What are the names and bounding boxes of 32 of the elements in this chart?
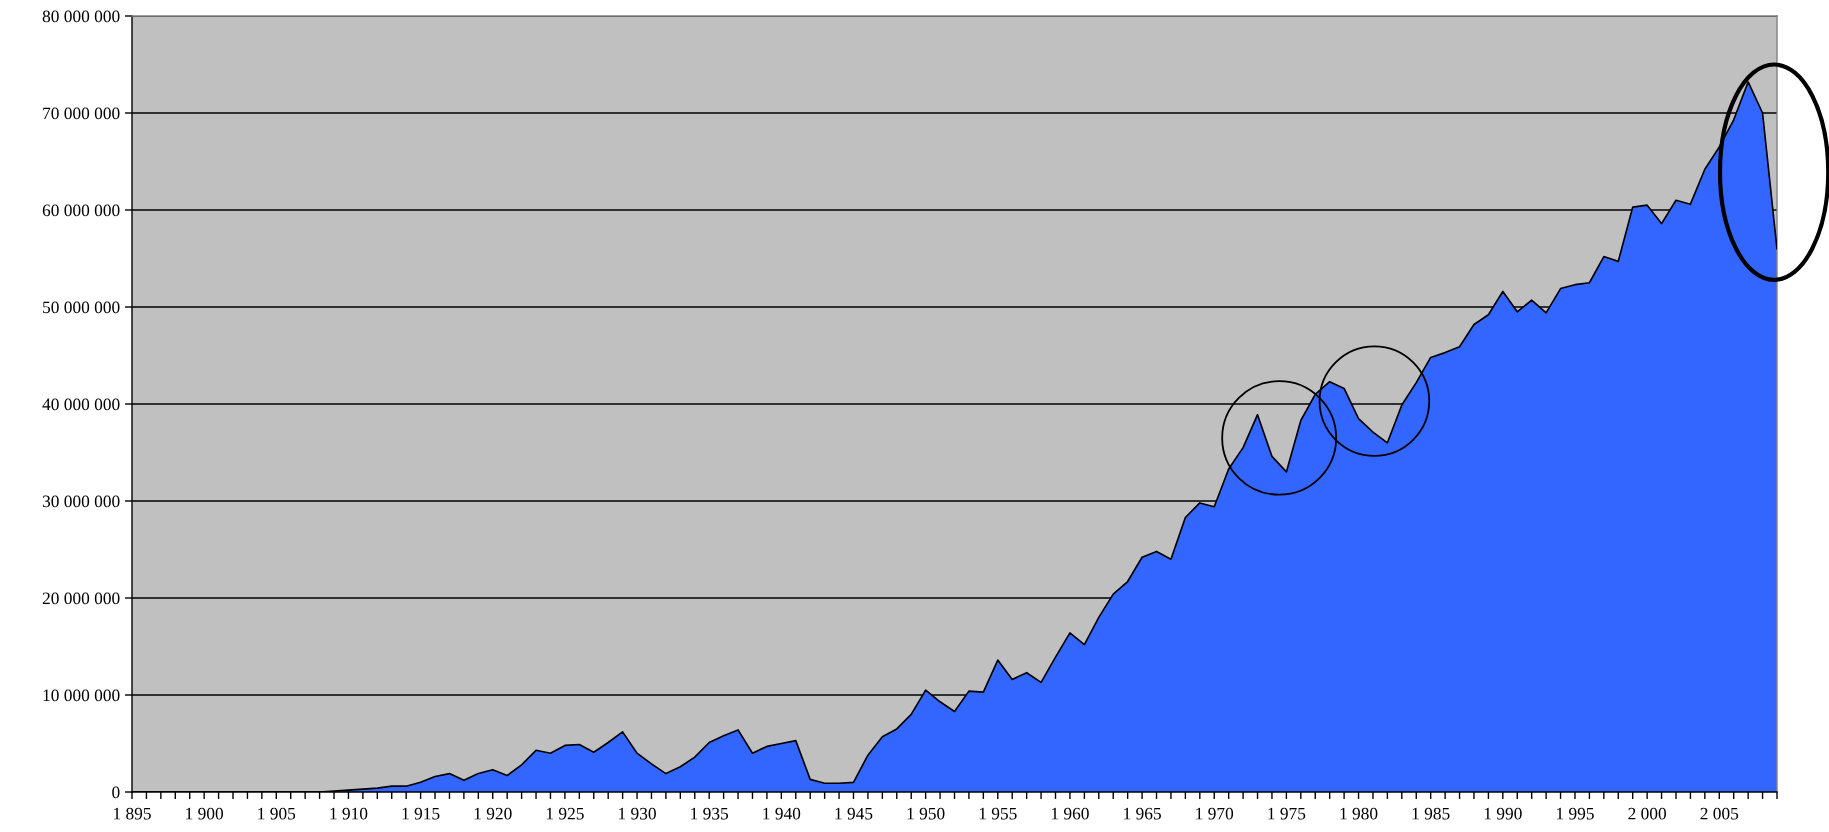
x-tick-label: 1 930 — [619, 807, 656, 820]
x-tick-label: 2 000 — [1628, 807, 1666, 820]
x-tick-label: 1 955 — [979, 807, 1017, 820]
x-tick-label: 1 920 — [474, 807, 512, 820]
x-tick-label: 1 925 — [546, 807, 584, 820]
x-tick-label: 1 935 — [691, 807, 729, 820]
x-tick-label: 1 900 — [186, 807, 224, 820]
y-tick-label: 0 — [112, 786, 120, 799]
x-tick-label: 2 005 — [1700, 807, 1739, 820]
x-tick-label: 1 950 — [907, 807, 945, 820]
y-tick-label: 30 000 000 — [42, 495, 120, 508]
y-tick-label: 70 000 000 — [43, 107, 120, 120]
y-tick-label: 10 000 000 — [43, 689, 120, 702]
x-tick-label: 1 915 — [402, 807, 440, 820]
x-tick-label: 1 965 — [1124, 807, 1161, 820]
x-tick-label: 1 970 — [1196, 807, 1234, 820]
x-tick-label: 1 990 — [1484, 807, 1522, 820]
x-tick-label: 1 940 — [763, 807, 801, 820]
x-tick-label: 1 995 — [1556, 807, 1594, 820]
y-tick-label: 40 000 000 — [42, 398, 120, 411]
y-tick-label: 50 000 000 — [43, 301, 120, 314]
x-tick-label: 1 975 — [1268, 807, 1306, 820]
x-tick-label: 1 895 — [114, 807, 151, 820]
x-tick-label: 1 945 — [835, 807, 873, 820]
x-tick-label: 1 960 — [1051, 807, 1089, 820]
x-tick-label: 1 905 — [258, 807, 296, 820]
x-tick-label: 1 980 — [1340, 807, 1378, 820]
y-tick-label: 60 000 000 — [42, 204, 120, 217]
x-tick-label: 1 985 — [1412, 807, 1450, 820]
y-tick-label: 80 000 000 — [42, 10, 120, 23]
x-tick-label: 1 910 — [330, 807, 368, 820]
y-tick-label: 20 000 000 — [42, 592, 120, 605]
